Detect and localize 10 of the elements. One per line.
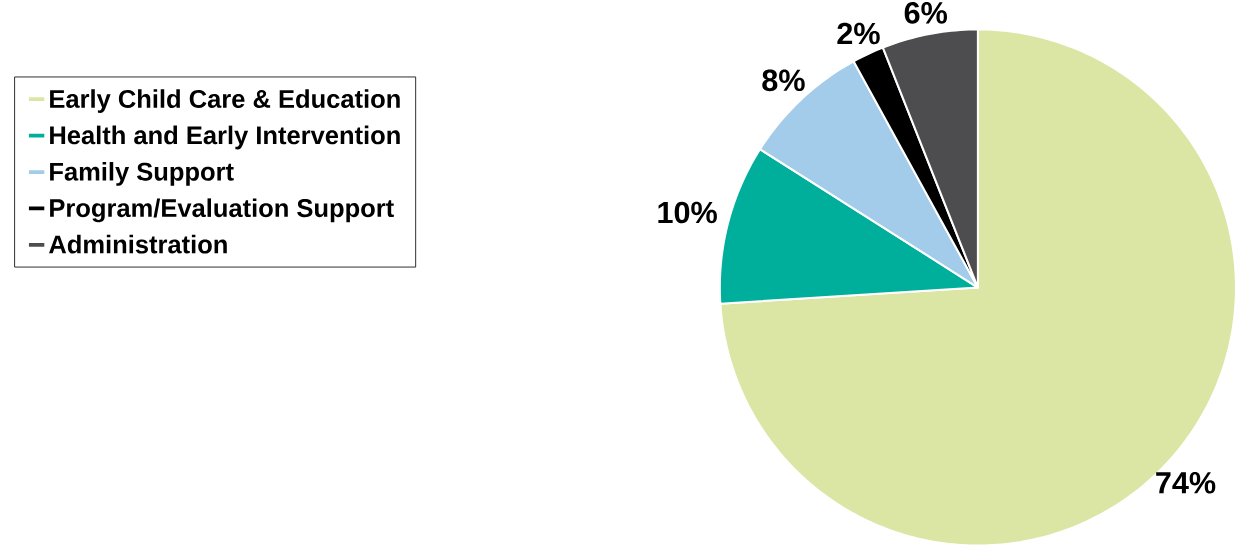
legend-label: Program/Evaluation Support: [50, 198, 394, 223]
data-label: 2%: [837, 22, 880, 45]
data-label: 8%: [762, 69, 805, 92]
legend-label: Early Child Care & Education: [50, 89, 400, 114]
legend-label: Health and Early Intervention: [50, 125, 400, 150]
data-label: 74%: [1156, 472, 1216, 494]
legend-label: Administration: [49, 234, 227, 254]
legend-label: Family Support: [50, 162, 234, 186]
data-label: 6%: [904, 2, 948, 24]
data-label: 10%: [658, 201, 717, 224]
